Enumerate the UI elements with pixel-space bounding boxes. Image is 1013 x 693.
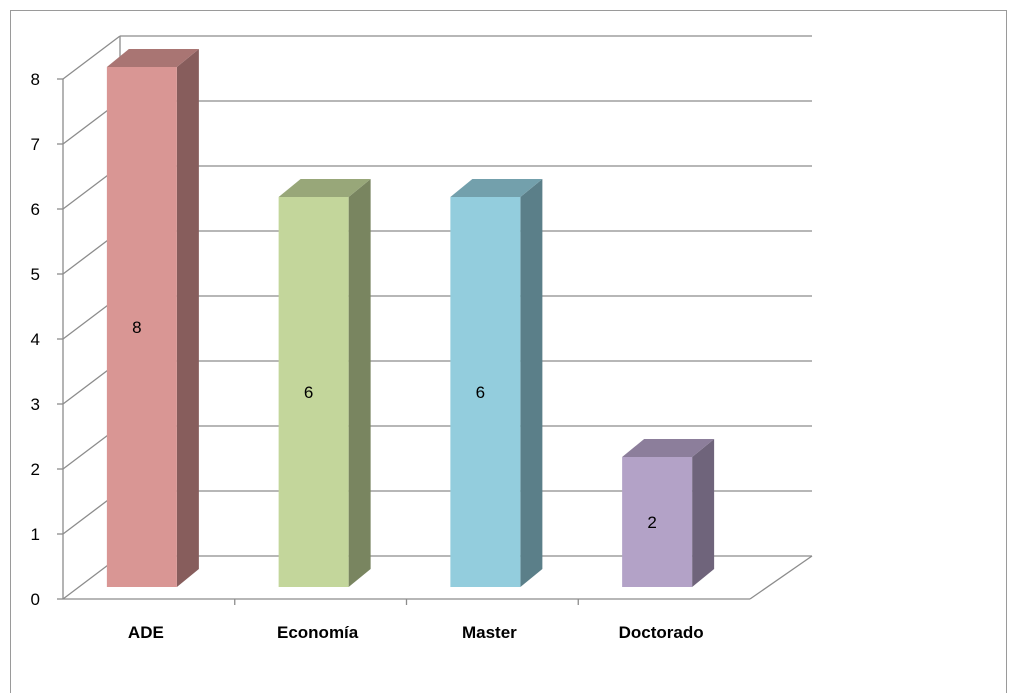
bar-master bbox=[450, 179, 543, 587]
floor-edge bbox=[749, 555, 813, 600]
bar-front-face bbox=[450, 197, 521, 587]
y-tick-label: 3 bbox=[31, 395, 40, 414]
bar-top-face bbox=[278, 179, 371, 197]
y-tick-label: 0 bbox=[31, 590, 40, 609]
bar-front-face bbox=[622, 457, 693, 587]
bar-top-face bbox=[622, 439, 715, 457]
bar-top-face bbox=[450, 179, 543, 197]
bar-side-face bbox=[348, 179, 371, 587]
x-category-label: Economía bbox=[277, 623, 359, 642]
data-label: 6 bbox=[304, 383, 313, 402]
chart-axes bbox=[57, 78, 750, 605]
y-tick-label: 8 bbox=[31, 70, 40, 89]
bar-top-face bbox=[106, 49, 199, 67]
y-tick-label: 2 bbox=[31, 460, 40, 479]
data-label: 2 bbox=[647, 513, 656, 532]
bar-front-face bbox=[106, 67, 177, 587]
x-category-label: Doctorado bbox=[619, 623, 704, 642]
x-category-label: Master bbox=[462, 623, 517, 642]
data-label: 6 bbox=[476, 383, 485, 402]
chart-bars bbox=[106, 49, 715, 587]
y-tick-label: 7 bbox=[31, 135, 40, 154]
bar-front-face bbox=[278, 197, 349, 587]
chart-labels: 0 1 2 3 4 5 6 7 8 8 ADE 6 Economía 6 Master 2 Doctorado bbox=[31, 70, 704, 642]
bar-economía bbox=[278, 179, 371, 587]
data-label: 8 bbox=[132, 318, 141, 337]
x-category-label: ADE bbox=[128, 623, 164, 642]
side-gridline bbox=[62, 35, 121, 80]
y-tick-label: 5 bbox=[31, 265, 40, 284]
y-tick-label: 1 bbox=[31, 525, 40, 544]
y-tick-label: 6 bbox=[31, 200, 40, 219]
bar-doctorado bbox=[622, 439, 715, 587]
bar-side-face bbox=[692, 439, 715, 587]
bar-side-face bbox=[520, 179, 543, 587]
bar-side-face bbox=[176, 49, 199, 587]
y-tick-label: 4 bbox=[31, 330, 40, 349]
bar-ade bbox=[106, 49, 199, 587]
